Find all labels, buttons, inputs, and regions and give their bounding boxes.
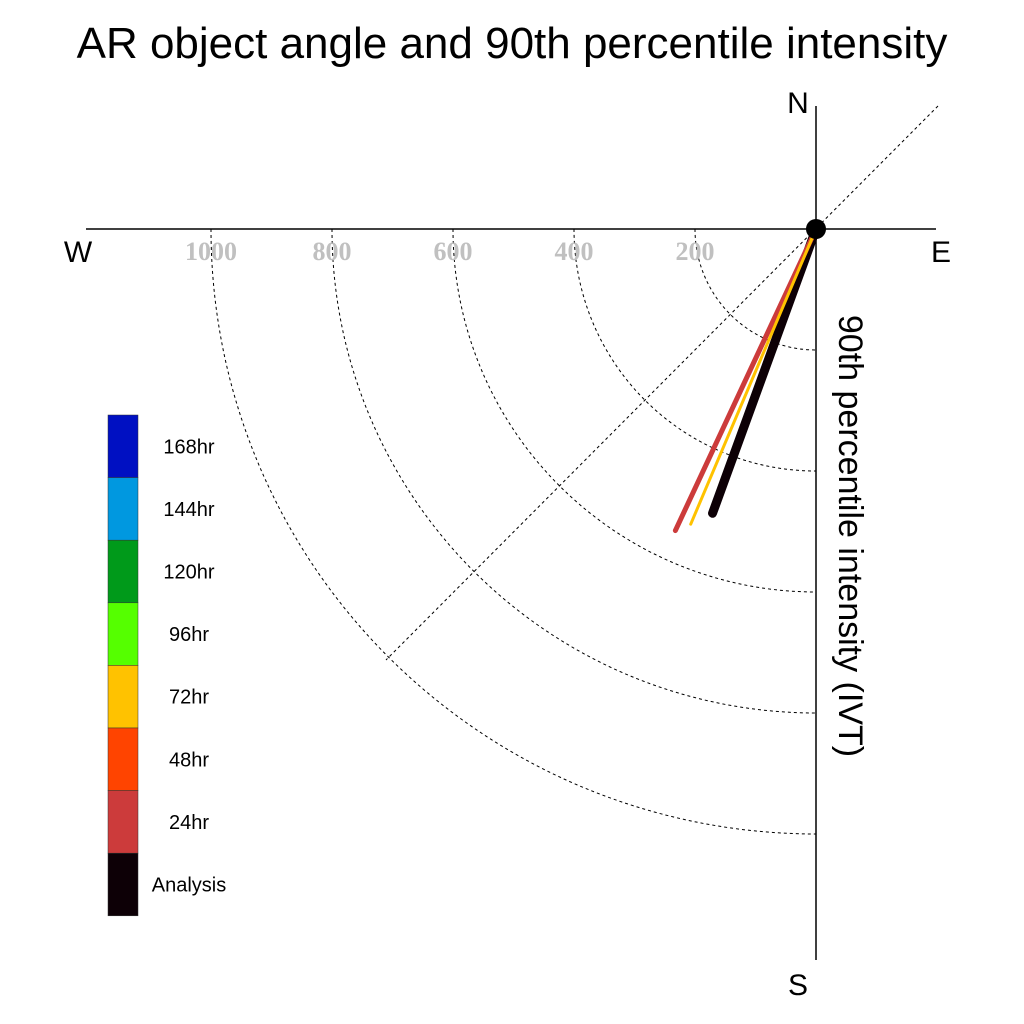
- vector-72hr: [689, 227, 818, 526]
- legend-swatch: [107, 852, 139, 917]
- grid-ring: [694, 228, 817, 351]
- grid-ring: [452, 228, 817, 593]
- radial-axis-label: 90th percentile intensity (IVT): [831, 315, 869, 757]
- vector-24hr: [672, 226, 819, 534]
- grid-ring: [210, 228, 817, 835]
- tick-label: 600: [434, 237, 473, 266]
- compass-south: S: [788, 969, 808, 1002]
- legend: 168hr 144hr 120hr 96hr 72hr 48hr 24hr Analysis: [107, 414, 226, 917]
- diagonal-reference-line: [385, 105, 939, 661]
- legend-swatch: [107, 414, 139, 478]
- origin-marker: [806, 219, 826, 239]
- vector-series: [672, 224, 821, 534]
- tick-label: 1000: [185, 237, 237, 266]
- chart-title: AR object angle and 90th percentile inte…: [77, 19, 948, 68]
- compass-north: N: [787, 87, 809, 120]
- tick-label: 400: [555, 237, 594, 266]
- legend-label: 96hr: [169, 624, 209, 646]
- legend-label: 48hr: [169, 749, 209, 771]
- vector-analysis: [708, 224, 821, 518]
- radial-tick-labels: 1000 800 600 400 200: [185, 237, 715, 266]
- compass-west: W: [64, 236, 93, 269]
- legend-label: Analysis: [152, 875, 226, 897]
- grid-ring: [573, 228, 817, 472]
- legend-label: 24hr: [169, 812, 209, 834]
- compass-east: E: [931, 236, 951, 269]
- legend-swatch: [107, 477, 139, 541]
- legend-label: 144hr: [163, 499, 214, 521]
- grid-ring: [331, 228, 817, 714]
- legend-label: 72hr: [169, 687, 209, 709]
- legend-swatch: [107, 539, 139, 604]
- legend-label: 168hr: [163, 436, 214, 458]
- legend-swatch: [107, 790, 139, 854]
- legend-swatch: [107, 665, 139, 729]
- legend-label: 120hr: [163, 562, 214, 584]
- tick-label: 200: [676, 237, 715, 266]
- legend-swatch: [107, 727, 139, 791]
- legend-swatch: [107, 602, 139, 666]
- tick-label: 800: [313, 237, 352, 266]
